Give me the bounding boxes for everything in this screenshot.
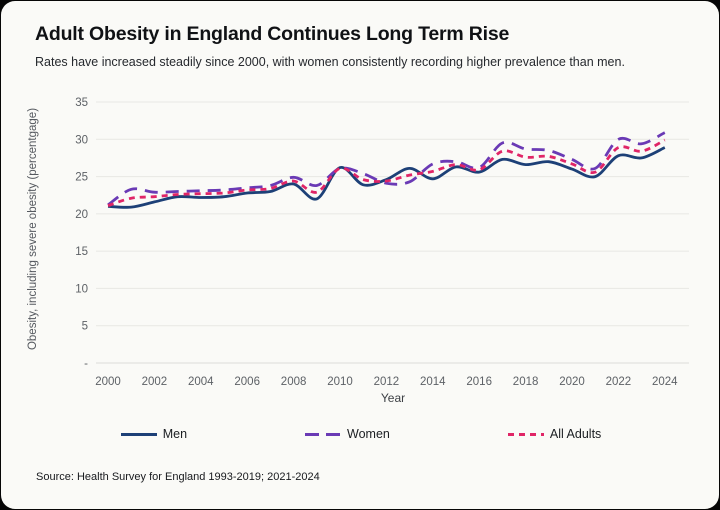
x-tick-label: 2018 bbox=[513, 376, 539, 388]
y-tick-label: 35 bbox=[75, 97, 88, 109]
x-axis-label: Year bbox=[380, 391, 406, 405]
y-tick-label: 15 bbox=[75, 246, 88, 258]
men-line-swatch-icon bbox=[120, 432, 157, 436]
x-tick-label: 2008 bbox=[281, 376, 307, 388]
y-tick-label: 30 bbox=[75, 134, 88, 146]
x-tick-label: 2006 bbox=[234, 376, 260, 388]
x-tick-label: 2004 bbox=[188, 376, 214, 388]
page-subtitle: Rates have increased steadily since 2000… bbox=[35, 55, 625, 69]
y-tick-label: 10 bbox=[75, 283, 88, 295]
legend-item-women: Women bbox=[305, 427, 390, 441]
chart-legend: Men Women All Adults bbox=[1, 427, 719, 441]
x-tick-label: 2020 bbox=[559, 376, 585, 388]
x-tick-label: 2000 bbox=[95, 376, 121, 388]
page-title: Adult Obesity in England Continues Long … bbox=[35, 23, 510, 45]
legend-item-all-adults: All Adults bbox=[507, 427, 602, 441]
x-tick-label: 2014 bbox=[420, 376, 446, 388]
y-tick-label: 5 bbox=[82, 321, 88, 333]
y-tick-label: 25 bbox=[75, 172, 88, 184]
legend-label-all-adults: All Adults bbox=[549, 427, 602, 441]
legend-item-men: Men bbox=[120, 427, 188, 441]
legend-label-women: Women bbox=[347, 427, 390, 441]
series-line-men bbox=[107, 146, 666, 209]
x-tick-label: 2016 bbox=[466, 376, 492, 388]
x-tick-label: 2024 bbox=[652, 376, 678, 388]
series-line-all-adults bbox=[107, 138, 666, 208]
x-tick-label: 2002 bbox=[142, 376, 168, 388]
x-tick-label: 2012 bbox=[374, 376, 400, 388]
y-tick-label: - bbox=[84, 358, 88, 370]
all-adults-line-swatch-icon bbox=[507, 432, 544, 436]
x-tick-label: 2010 bbox=[327, 376, 353, 388]
source-note: Source: Health Survey for England 1993-2… bbox=[36, 471, 320, 483]
women-line-swatch-icon bbox=[305, 432, 342, 436]
y-tick-label: 20 bbox=[75, 209, 88, 221]
series-line-women bbox=[107, 131, 666, 207]
x-tick-label: 2022 bbox=[606, 376, 632, 388]
legend-label-men: Men bbox=[162, 427, 188, 441]
